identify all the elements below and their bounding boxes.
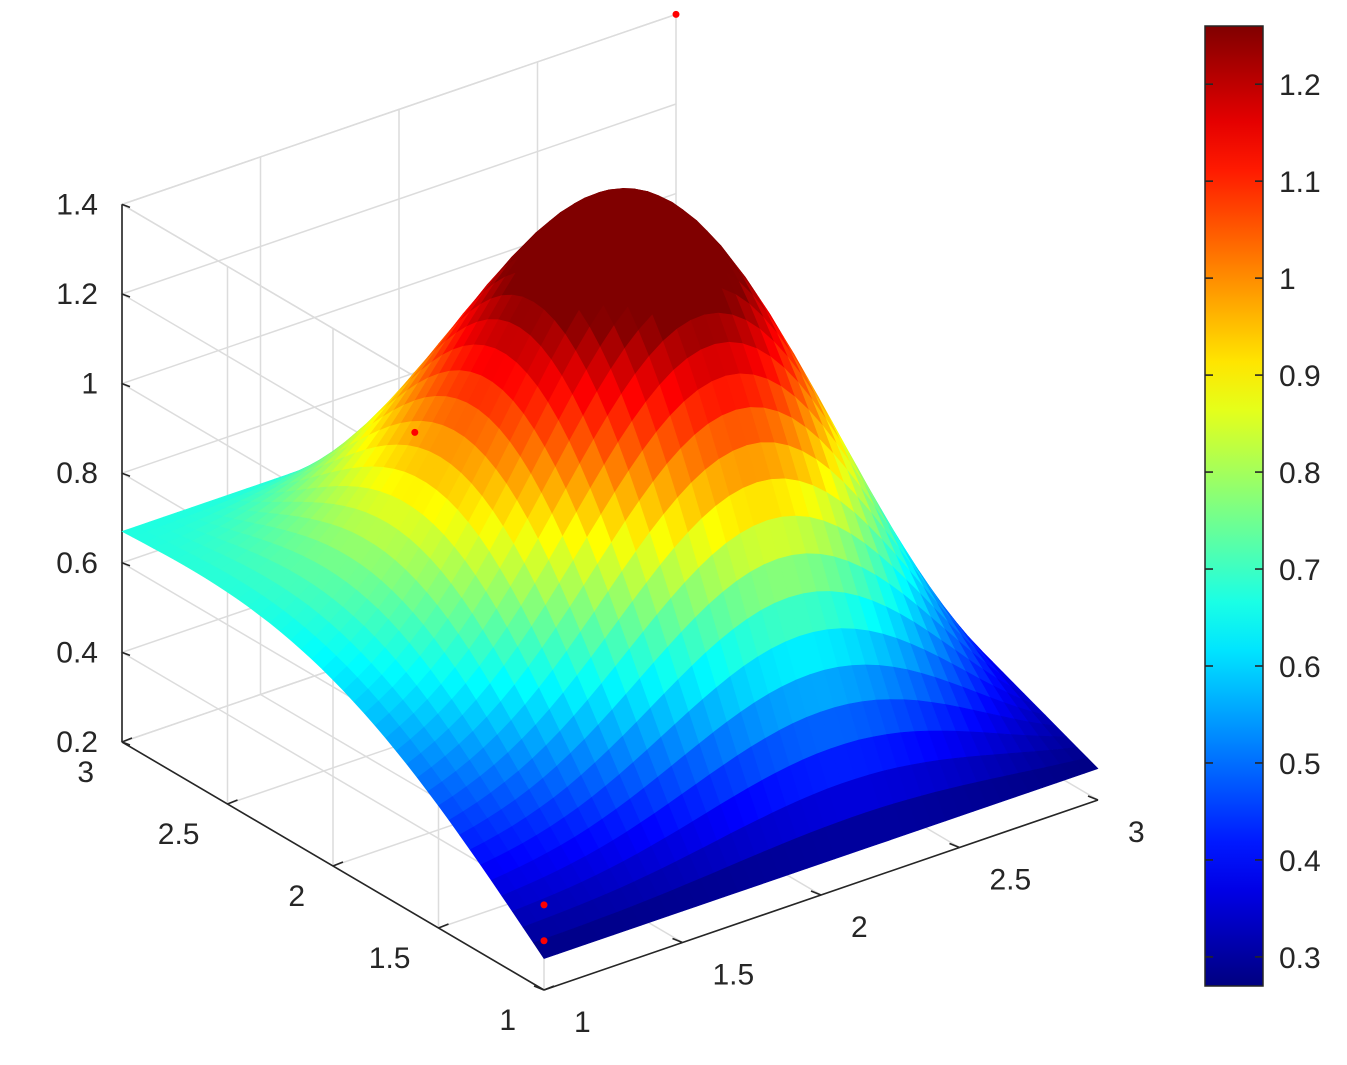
data-markers: [411, 10, 680, 945]
z-tick-mark: [121, 562, 131, 567]
z-tick-mark: [121, 472, 131, 477]
x-tick-label: 2.5: [990, 864, 1032, 897]
z-tick-mark: [121, 741, 131, 746]
data-marker: [672, 10, 680, 18]
x-tick-mark: [949, 842, 960, 849]
z-tick-label: 0.2: [56, 726, 98, 759]
data-marker: [540, 937, 548, 945]
z-tick-label: 1.4: [56, 188, 98, 221]
y-tick-mark: [227, 799, 238, 805]
z-tick-label: 0.4: [56, 636, 98, 669]
x-tick-label: 3: [1128, 816, 1145, 849]
surface-patch: [533, 937, 559, 959]
z-tick-mark: [121, 382, 131, 388]
y-tick-label: 3: [77, 756, 94, 789]
data-marker: [411, 428, 419, 436]
y-tick-label: 1.5: [369, 942, 411, 975]
colorbar-tick-label: 0.7: [1279, 554, 1321, 587]
x-tick-label: 1: [574, 1006, 591, 1039]
z-tick-label: 1.2: [56, 278, 98, 311]
colorbar-tick-label: 0.9: [1279, 360, 1321, 393]
colorbar: 0.3 0.4 0.5 0.6 0.7 0.8 0.9 1 1.1 1.2: [1204, 25, 1321, 987]
colorbar-tick-label: 0.8: [1279, 457, 1321, 490]
y-tick-mark: [332, 861, 344, 867]
colorbar-tick-label: 0.5: [1279, 748, 1321, 781]
colorbar-border: [1204, 25, 1264, 987]
colorbar-tick-label: 0.4: [1279, 845, 1321, 878]
surface-mesh: [121, 188, 1099, 959]
z-tick-label: 1: [81, 368, 98, 401]
colorbar-tick-label: 1.1: [1279, 166, 1321, 199]
z-tick-mark: [121, 203, 131, 209]
y-tick-label: 2.5: [158, 818, 200, 851]
y-tick-mark: [121, 737, 133, 743]
tick-labels: 0.2 0.4 0.6 0.8 1 1.2 1.4 1 1.5 2 2.5 3 1 1.5 2 2.5 3: [56, 188, 1144, 1039]
colorbar-tick-label: 1: [1279, 263, 1296, 296]
x-tick-mark: [1087, 795, 1099, 801]
colorbar-gradient: [1205, 26, 1263, 986]
x-tick-mark: [533, 985, 545, 991]
z-tick-mark: [121, 651, 131, 657]
x-tick-label: 1.5: [713, 959, 755, 992]
z-tick-mark: [121, 293, 131, 298]
colorbar-tick-label: 0.3: [1279, 942, 1321, 975]
z-tick-label: 0.8: [56, 457, 98, 490]
y-tick-label: 2: [288, 880, 305, 913]
z-tick-label: 0.6: [56, 547, 98, 580]
x-tick-mark: [672, 937, 683, 944]
colorbar-tick-label: 0.6: [1279, 651, 1321, 684]
colorbar-tick-label: 1.2: [1279, 69, 1321, 102]
x-tick-mark: [810, 890, 822, 896]
y-tick-mark: [438, 923, 449, 929]
data-marker: [540, 901, 548, 909]
y-tick-label: 1: [499, 1004, 516, 1037]
y-tick-mark: [543, 985, 555, 991]
x-tick-label: 2: [851, 911, 868, 944]
